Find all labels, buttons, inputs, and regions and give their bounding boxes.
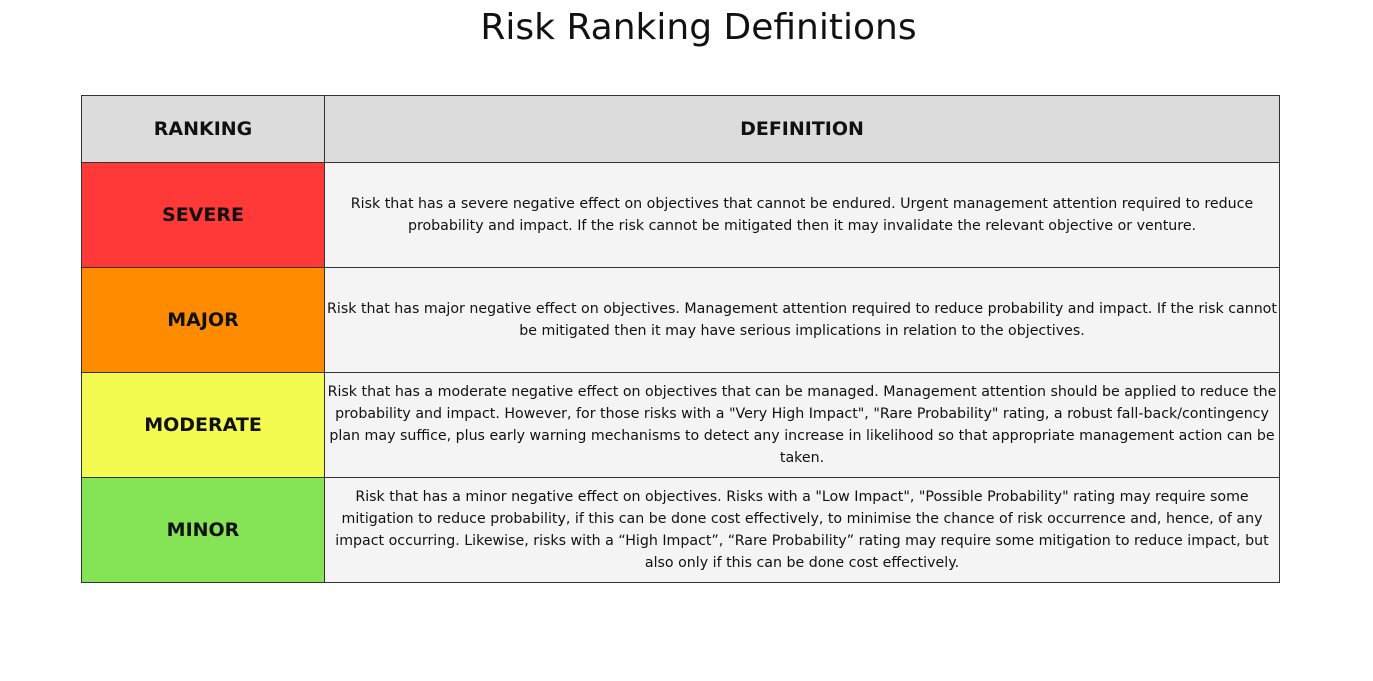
table-row: MODERATE Risk that has a moderate negati… [81, 372, 1280, 478]
page-title: Risk Ranking Definitions [480, 7, 917, 48]
ranking-cell-moderate: MODERATE [81, 372, 325, 478]
table-header-row: RANKING DEFINITION [81, 95, 1280, 163]
definition-column-header: DEFINITION [324, 95, 1280, 163]
definition-cell-minor: Risk that has a minor negative effect on… [324, 477, 1280, 583]
table-row: MINOR Risk that has a minor negative eff… [81, 477, 1280, 583]
definition-cell-moderate: Risk that has a moderate negative effect… [324, 372, 1280, 478]
ranking-cell-minor: MINOR [81, 477, 325, 583]
ranking-cell-severe: SEVERE [81, 162, 325, 268]
ranking-column-header: RANKING [81, 95, 325, 163]
risk-ranking-table: RANKING DEFINITION SEVERE Risk that has … [81, 95, 1280, 583]
definition-cell-major: Risk that has major negative effect on o… [324, 267, 1280, 373]
definition-cell-severe: Risk that has a severe negative effect o… [324, 162, 1280, 268]
ranking-cell-major: MAJOR [81, 267, 325, 373]
table-row: SEVERE Risk that has a severe negative e… [81, 162, 1280, 268]
table-row: MAJOR Risk that has major negative effec… [81, 267, 1280, 373]
